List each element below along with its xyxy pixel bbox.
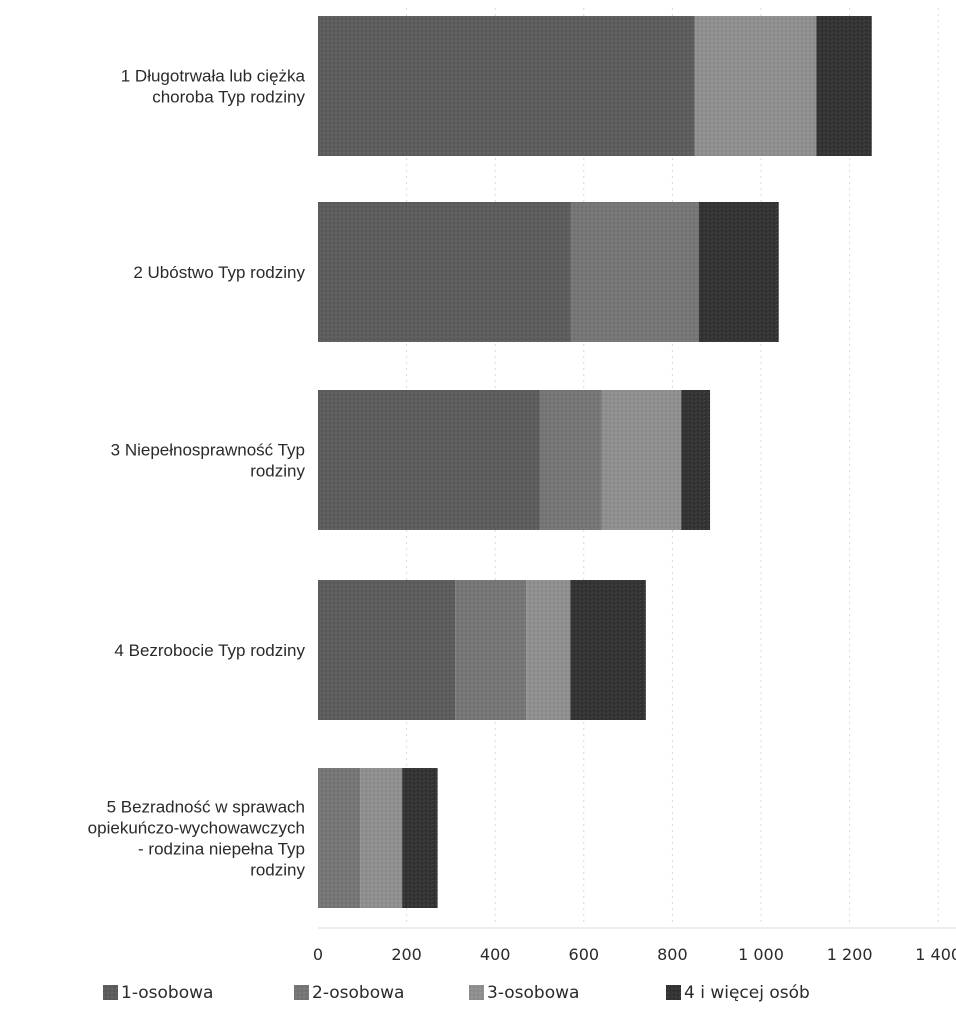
bar-segment-texture <box>681 390 711 530</box>
x-axis-tick-labels: 0 200 400 600 800 1 000 1 200 1 400 <box>313 945 956 964</box>
category-label-line: 3 Niepełnosprawność Typ <box>111 441 305 460</box>
legend-item: 2-osobowa <box>294 983 404 1003</box>
category-label-line: 2 Ubóstwo Typ rodziny <box>133 263 305 282</box>
category-label: 3 Niepełnosprawność Typ rodziny <box>111 441 306 481</box>
category-label: 1 Długotrwała lub ciężka choroba Typ rodz… <box>121 67 306 107</box>
bar-group <box>318 580 646 720</box>
x-tick-label: 1 400 <box>915 945 956 964</box>
x-tick-label: 200 <box>391 945 422 964</box>
category-label-line: choroba Typ rodziny <box>152 88 305 107</box>
category-labels: 1 Długotrwała lub ciężka choroba Typ rodz… <box>88 67 306 880</box>
bars <box>318 16 872 908</box>
legend-swatch-texture <box>294 985 309 1000</box>
x-tick-label: 1 000 <box>738 945 784 964</box>
bar-segment-texture <box>601 390 682 530</box>
category-label-line: - rodzina niepełna Typ <box>138 840 305 859</box>
category-label-line: 5 Bezradność w sprawach <box>107 798 305 817</box>
category-label-line: rodziny <box>250 861 305 880</box>
legend-item: 3-osobowa <box>469 983 579 1003</box>
bar-segment-texture <box>318 580 456 720</box>
bar-segment-texture <box>570 580 646 720</box>
bar-segment-texture <box>526 580 571 720</box>
bar-group <box>318 202 779 342</box>
bar-segment-texture <box>570 202 699 342</box>
legend-item: 1-osobowa <box>103 983 213 1003</box>
category-label-line: rodziny <box>250 462 305 481</box>
legend-swatch-texture <box>666 985 681 1000</box>
bar-segment-texture <box>455 580 527 720</box>
bar-segment-texture <box>402 768 438 908</box>
bar-segment-texture <box>318 16 695 156</box>
bar-segment-texture <box>698 202 779 342</box>
category-label-line: 4 Bezrobocie Typ rodziny <box>114 641 305 660</box>
bar-segment-texture <box>816 16 872 156</box>
bar-segment-texture <box>539 390 602 530</box>
category-label: 2 Ubóstwo Typ rodziny <box>133 263 305 282</box>
bar-segment-texture <box>318 390 540 530</box>
category-label: 4 Bezrobocie Typ rodziny <box>114 641 305 660</box>
x-tick-label: 1 200 <box>827 945 873 964</box>
bar-segment-texture <box>318 202 571 342</box>
x-tick-label: 400 <box>480 945 511 964</box>
bar-group <box>318 768 438 908</box>
category-label-line: opiekuńczo-wychowawczych <box>88 819 305 838</box>
legend: 1-osobowa 2-osobowa 3-osobowa 4 i więcej os… <box>103 983 810 1003</box>
category-label: 5 Bezradność w sprawach opiekuńczo-wychow… <box>88 798 306 880</box>
bar-segment-texture <box>360 768 403 908</box>
bar-segment-texture <box>318 768 361 908</box>
category-label-line: 1 Długotrwała lub ciężka <box>121 67 306 86</box>
legend-label: 2-osobowa <box>312 983 404 1003</box>
bar-segment-texture <box>694 16 817 156</box>
x-tick-label: 0 <box>313 945 323 964</box>
legend-label: 4 i więcej osób <box>684 983 810 1003</box>
x-tick-label: 800 <box>657 945 688 964</box>
bar-group <box>318 390 711 530</box>
legend-item: 4 i więcej osób <box>666 983 810 1003</box>
legend-label: 3-osobowa <box>487 983 579 1003</box>
grid-lines <box>318 8 956 929</box>
legend-label: 1-osobowa <box>121 983 213 1003</box>
legend-swatch-texture <box>469 985 484 1000</box>
bar-group <box>318 16 872 156</box>
x-tick-label: 600 <box>569 945 600 964</box>
legend-swatch-texture <box>103 985 118 1000</box>
